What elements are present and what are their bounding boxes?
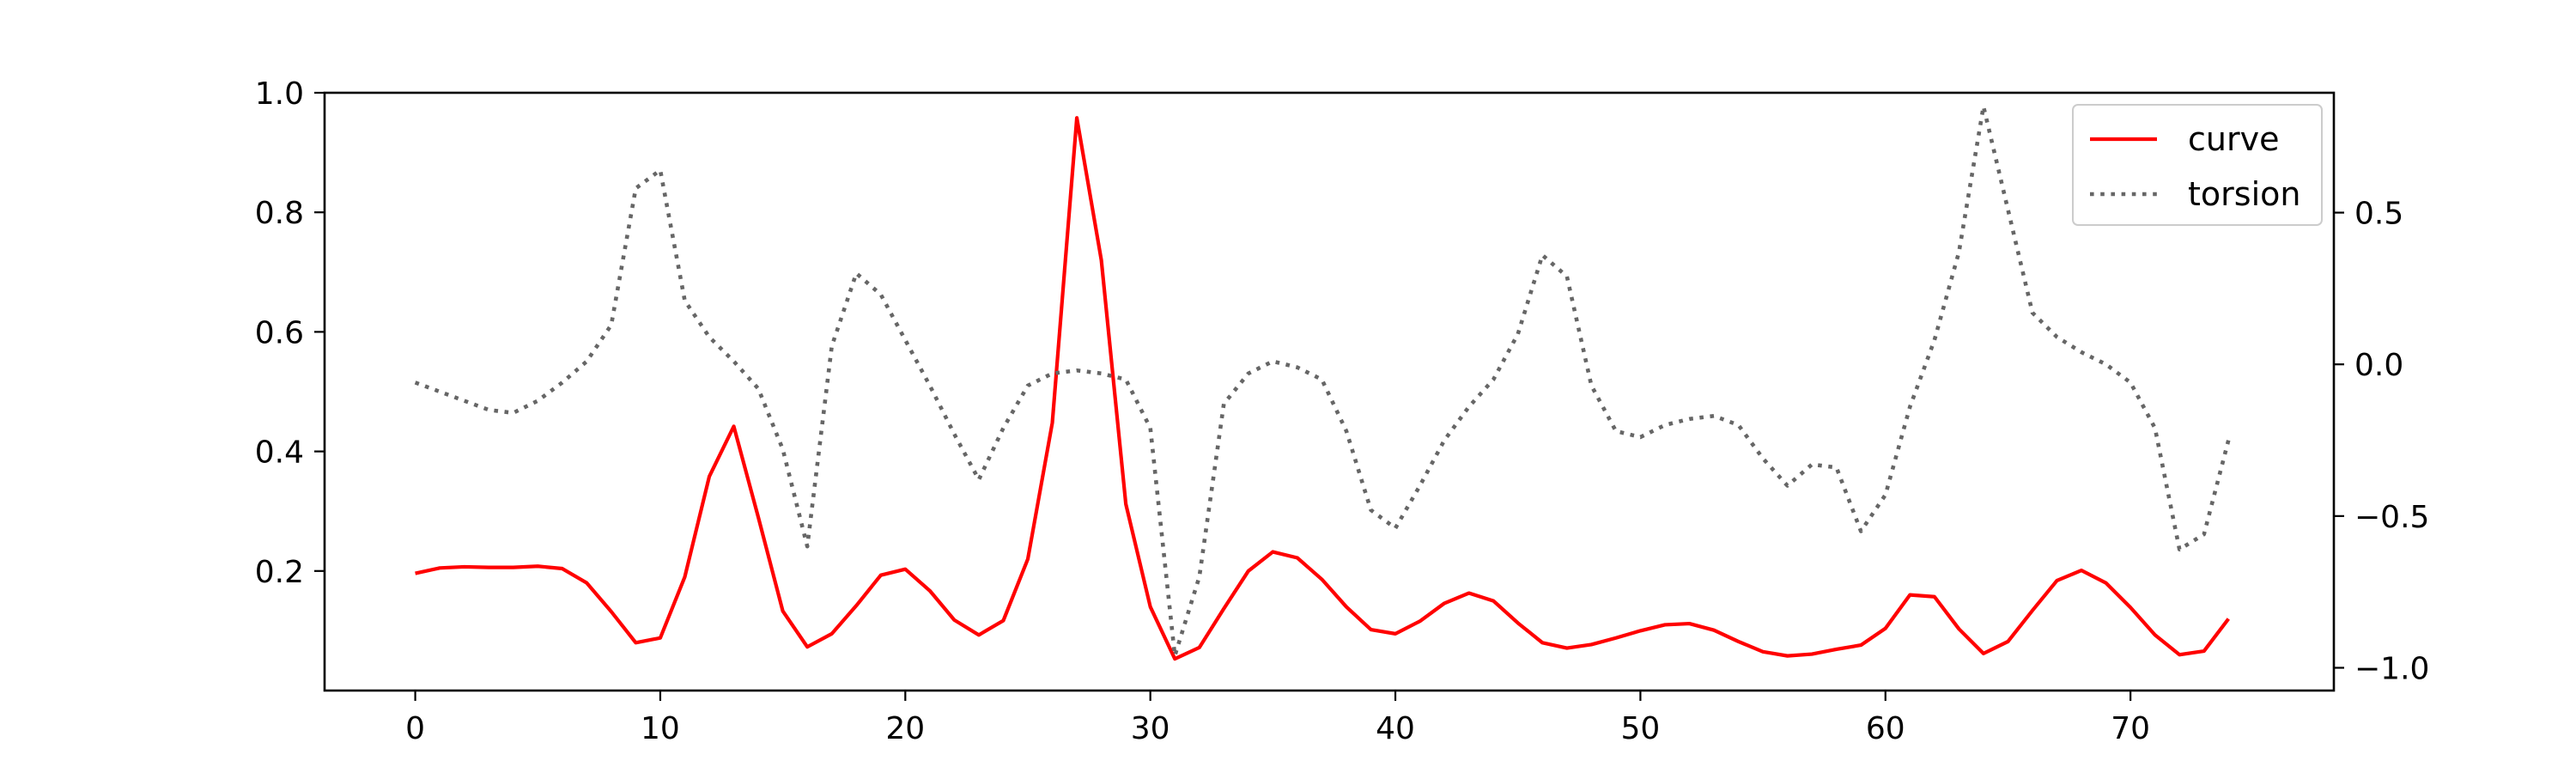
legend-label-torsion: torsion <box>2188 175 2300 213</box>
x-tick-label: 60 <box>1866 711 1905 746</box>
x-tick-label: 40 <box>1376 711 1415 746</box>
right-y-axis-ticks: 0.5 0.0 −0.5 −1.0 <box>2334 197 2429 687</box>
x-axis-ticks: 0 10 20 30 40 50 60 70 <box>405 691 2150 746</box>
x-tick-label: 50 <box>1621 711 1661 746</box>
x-tick-label: 70 <box>2111 711 2150 746</box>
right-y-tick-label: −1.0 <box>2354 652 2429 687</box>
x-tick-label: 10 <box>641 711 680 746</box>
right-y-tick-label: −0.5 <box>2354 500 2429 535</box>
legend: curve torsion <box>2072 104 2323 226</box>
left-y-tick-label: 0.6 <box>255 315 304 350</box>
legend-label-curve: curve <box>2188 120 2279 158</box>
right-y-tick-label: 0.0 <box>2354 348 2403 383</box>
left-y-tick-label: 1.0 <box>255 76 304 112</box>
x-tick-label: 20 <box>885 711 925 746</box>
series-line-curve <box>415 116 2230 661</box>
left-y-tick-label: 0.4 <box>255 435 304 471</box>
left-y-tick-label: 0.2 <box>255 555 304 590</box>
plot-frame <box>323 91 2336 692</box>
left-y-axis-ticks: 0.2 0.4 0.6 0.8 1.0 <box>255 76 325 590</box>
left-y-tick-label: 0.8 <box>255 196 304 231</box>
series-layer <box>414 104 2231 661</box>
right-y-tick-label: 0.5 <box>2354 197 2403 232</box>
x-tick-label: 30 <box>1131 711 1170 746</box>
x-tick-label: 0 <box>405 711 425 746</box>
